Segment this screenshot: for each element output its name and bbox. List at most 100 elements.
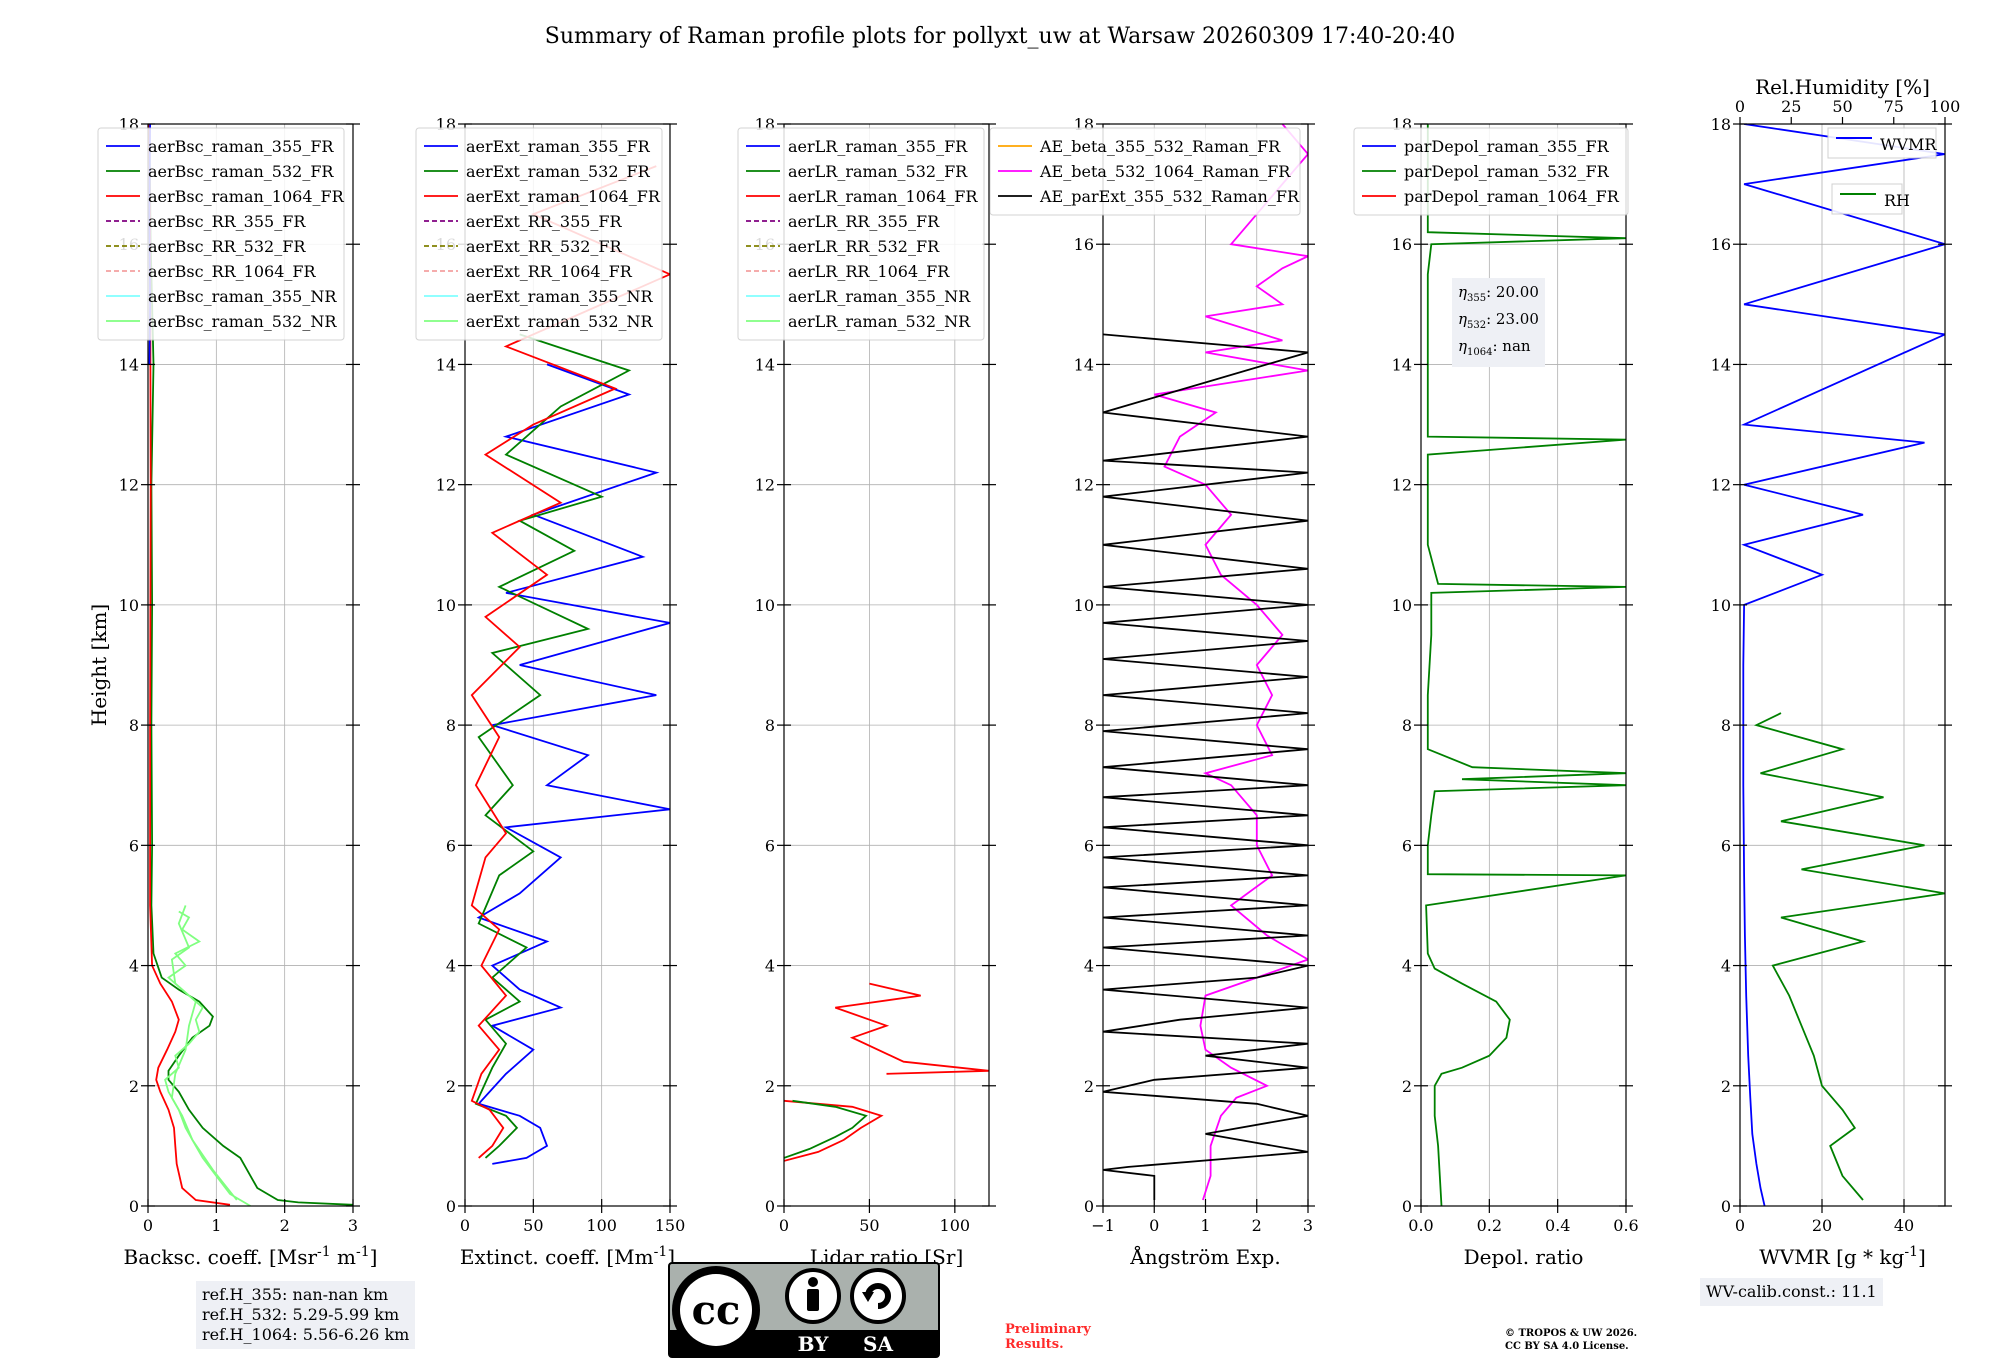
preliminary-note: Preliminary Results. xyxy=(1005,1322,1091,1352)
wv-calib-text: WV-calib.const.: 11.1 xyxy=(1706,1282,1877,1301)
x-tick-label: 0 xyxy=(1735,1216,1745,1235)
panel-frame xyxy=(147,123,354,1207)
y-tick-label: 12 xyxy=(119,476,139,495)
eta-355: 20.00 xyxy=(1495,283,1539,301)
legend-label: aerLR_RR_355_FR xyxy=(788,212,940,231)
x-axis-label-sup: -1 xyxy=(654,1244,668,1260)
y-tick-label: 14 xyxy=(755,355,775,374)
y-tick-label: 14 xyxy=(1711,355,1731,374)
y-tick-label: 12 xyxy=(1392,476,1412,495)
sa-icon xyxy=(850,1268,906,1324)
copyright-line-1: © TROPOS & UW 2026. xyxy=(1505,1328,1638,1339)
copyright-line-2: CC BY SA 4.0 License. xyxy=(1505,1341,1629,1352)
x-axis-label: WVMR [g * kg-1] xyxy=(1759,1244,1926,1269)
legend-label: aerExt_raman_355_FR xyxy=(466,137,651,156)
legend-box xyxy=(1353,127,1629,216)
x-tick-label: 100 xyxy=(586,1216,617,1235)
legend-box xyxy=(1831,183,1903,215)
x-tick-label: 0.2 xyxy=(1477,1216,1502,1235)
top-x-axis-label: Rel.Humidity [%] xyxy=(1755,75,1930,99)
series-AE_parExt_355_532_Raman_FR xyxy=(1103,333,1308,1200)
x-tick-label: 2 xyxy=(1252,1216,1262,1235)
series-RH xyxy=(1753,712,1945,1201)
x-tick-label: 0.0 xyxy=(1408,1216,1433,1235)
panel-frame xyxy=(1420,123,1627,1207)
series-parDepol_raman_532_FR xyxy=(1425,124,1626,1206)
x-axis-label-text: Ångström Exp. xyxy=(1129,1244,1280,1269)
y-tick-label: 12 xyxy=(1074,476,1094,495)
y-tick-label: 16 xyxy=(1711,235,1731,254)
x-tick-label: 40 xyxy=(1894,1216,1914,1235)
legend-label: AE_beta_355_532_Raman_FR xyxy=(1039,137,1281,156)
x-tick-label: 2 xyxy=(280,1216,290,1235)
series-aerExt_raman_532_FR xyxy=(474,333,632,1159)
legend-label: aerBsc_RR_355_FR xyxy=(148,212,306,231)
legend-box xyxy=(1827,127,1937,159)
x-tick-label: 100 xyxy=(940,1216,971,1235)
x-axis-label-text: Depol. ratio xyxy=(1464,1245,1584,1269)
x-axis-label-text: WVMR [g * kg xyxy=(1759,1245,1904,1269)
legend-label: WVMR xyxy=(1880,135,1937,154)
eta-1064-row: η1064: nan xyxy=(1458,337,1531,358)
y-tick-label: 0 xyxy=(1084,1197,1094,1216)
y-tick-label: 12 xyxy=(1711,476,1731,495)
y-tick-label: 2 xyxy=(1084,1077,1094,1096)
panel-frame xyxy=(464,123,671,1207)
y-tick-label: 4 xyxy=(765,957,775,976)
copyright-note: © TROPOS & UW 2026. CC BY SA 4.0 License… xyxy=(1505,1327,1637,1353)
x-axis-label-text: Backsc. coeff. [Msr xyxy=(124,1245,318,1269)
y-tick-label: 6 xyxy=(1402,836,1412,855)
x-axis-label-sup: -1 xyxy=(317,1244,331,1260)
x-tick-label: 150 xyxy=(655,1216,686,1235)
y-tick-label: 10 xyxy=(1711,596,1731,615)
series-aerBsc_raman_532_NR_b xyxy=(170,905,238,1201)
legend-label: aerBsc_raman_532_NR xyxy=(148,312,337,331)
legend-label: aerLR_raman_355_FR xyxy=(788,137,968,156)
y-tick-label: 10 xyxy=(119,596,139,615)
y-tick-label: 8 xyxy=(1721,716,1731,735)
series-aerLR_raman_1064_FR_b xyxy=(835,982,989,1075)
y-tick-label: 14 xyxy=(436,355,456,374)
y-tick-label: 0 xyxy=(1721,1197,1731,1216)
ref-height-532: ref.H_532: 5.29-5.99 km xyxy=(202,1305,400,1324)
x-tick-label: 0 xyxy=(779,1216,789,1235)
y-tick-label: 14 xyxy=(119,355,139,374)
legend-label: aerLR_RR_1064_FR xyxy=(788,262,950,281)
y-tick-label: 12 xyxy=(436,476,456,495)
wv-calib-box: WV-calib.const.: 11.1 xyxy=(1700,1278,1883,1306)
cc-text: cc xyxy=(692,1287,741,1334)
panel-lidar_ratio: 024681012141618050100Lidar ratio [Sr]aer… xyxy=(737,115,996,1269)
panel-frame xyxy=(1739,123,1946,1207)
y-tick-label: 14 xyxy=(1392,355,1412,374)
y-tick-label: 16 xyxy=(1392,235,1412,254)
y-tick-label: 0 xyxy=(129,1197,139,1216)
series-aerLR_raman_532_FR xyxy=(784,1099,868,1159)
y-tick-label: 8 xyxy=(446,716,456,735)
series-aerLR_raman_1064_FR xyxy=(784,1099,884,1162)
by-text: BY xyxy=(798,1332,830,1356)
legend-label: AE_parExt_355_532_Raman_FR xyxy=(1039,187,1300,206)
x-axis-label-after: m xyxy=(331,1245,356,1269)
preliminary-line-1: Preliminary xyxy=(1005,1322,1091,1337)
legend-label: aerExt_raman_532_NR xyxy=(466,312,654,331)
y-tick-label: 8 xyxy=(129,716,139,735)
x-tick-label: 0 xyxy=(143,1216,153,1235)
legend-label: aerLR_RR_532_FR xyxy=(788,237,940,256)
panel-backscatter: 0246810121416180123Backsc. coeff. [Msr-1… xyxy=(97,115,377,1269)
y-tick-label: 14 xyxy=(1074,355,1094,374)
ref-heights-box: ref.H_355: nan-nan km ref.H_532: 5.29-5.… xyxy=(196,1281,416,1349)
y-tick-label: 2 xyxy=(1721,1077,1731,1096)
legend-label: parDepol_raman_1064_FR xyxy=(1404,187,1620,206)
y-axis-label: Height [km] xyxy=(87,604,111,726)
legend-label: aerBsc_RR_532_FR xyxy=(148,237,306,256)
legend-label: RH xyxy=(1884,191,1910,210)
top-x-tick-label: 50 xyxy=(1832,97,1852,116)
eta-532-row: η532: 23.00 xyxy=(1458,310,1539,331)
y-tick-label: 4 xyxy=(1402,957,1412,976)
y-tick-label: 6 xyxy=(765,836,775,855)
top-x-tick-label: 25 xyxy=(1781,97,1801,116)
preliminary-line-2: Results. xyxy=(1005,1337,1064,1352)
x-tick-label: 50 xyxy=(523,1216,543,1235)
legend: parDepol_raman_355_FR parDepol_raman_532_… xyxy=(1353,127,1629,216)
